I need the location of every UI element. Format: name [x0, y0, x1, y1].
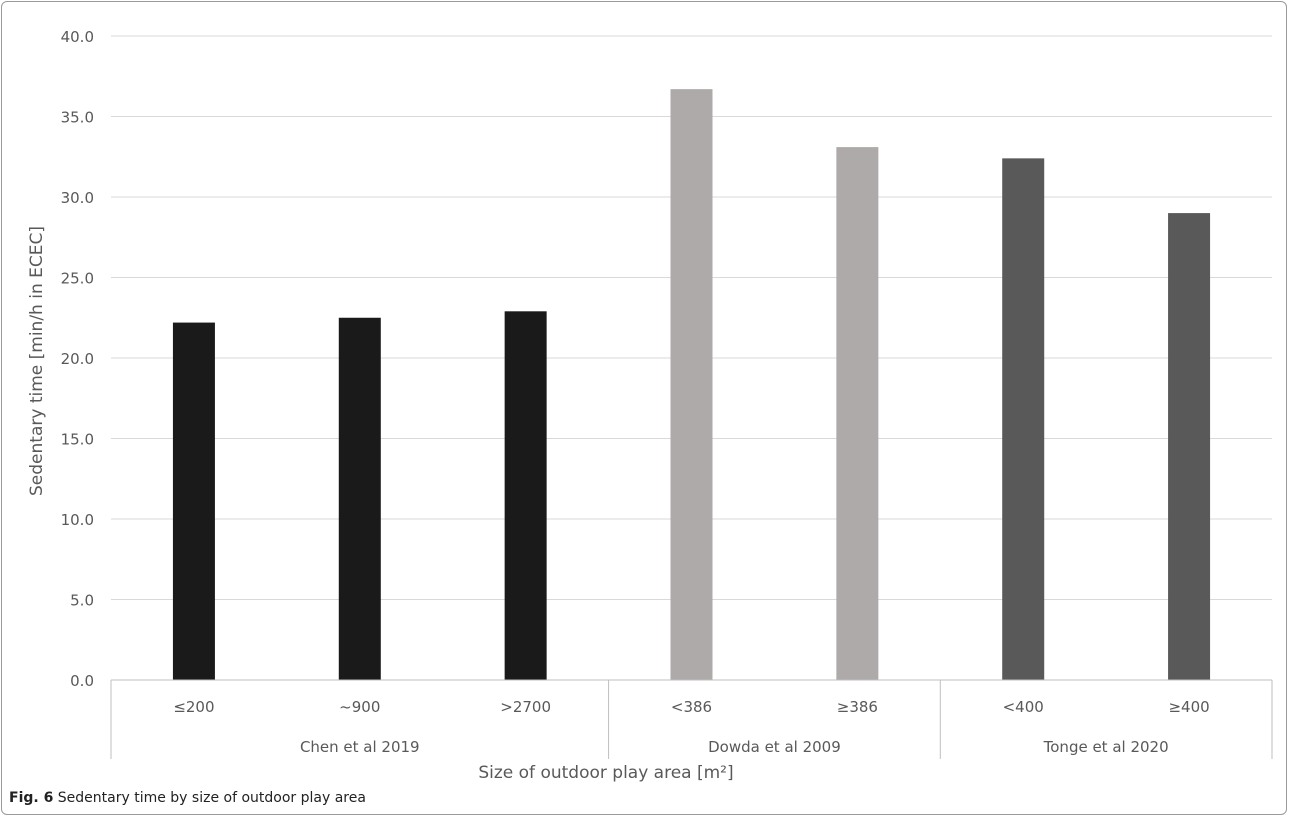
group-label: Chen et al 2019 [300, 738, 420, 756]
y-axis-label: Sedentary time [min/h in ECEC] [27, 226, 47, 496]
bar [504, 311, 547, 680]
y-tick-label: 0.0 [70, 672, 94, 690]
x-tick-label: <400 [1003, 698, 1044, 716]
figure-caption: Fig. 6 Sedentary time by size of outdoor… [9, 790, 366, 806]
y-tick-label: 5.0 [70, 592, 94, 610]
x-tick-label: ≥386 [837, 698, 878, 716]
y-tick-label: 15.0 [61, 431, 94, 449]
x-tick-label: <386 [671, 698, 712, 716]
y-tick-label: 30.0 [61, 189, 94, 207]
y-tick-label: 35.0 [61, 109, 94, 127]
y-tick-label: 40.0 [61, 28, 94, 46]
bar [172, 322, 215, 680]
x-axis-label: Size of outdoor play area [m²] [478, 763, 733, 783]
y-tick-label: 25.0 [61, 270, 94, 288]
bar [836, 147, 879, 681]
caption-label: Fig. 6 [9, 790, 54, 806]
y-tick-label: 20.0 [61, 350, 94, 368]
group-label: Dowda et al 2009 [708, 738, 841, 756]
y-axis-tick-labels: 0.0 5.0 10.0 15.0 20.0 25.0 30.0 35.0 40.0 [61, 28, 94, 690]
x-tick-label: ≥400 [1168, 698, 1209, 716]
caption-text: Sedentary time by size of outdoor play a… [57, 790, 366, 806]
x-tick-label: ~900 [339, 698, 380, 716]
group-label: Tonge et al 2020 [1043, 738, 1169, 756]
bar [1168, 213, 1211, 680]
bar [1002, 158, 1045, 681]
bar [670, 89, 713, 680]
y-tick-label: 10.0 [61, 511, 94, 529]
x-axis: ≤200 ~900 >2700 <386 ≥386 <400 ≥400 Chen et al … [110, 679, 1273, 759]
x-tick-label: >2700 [500, 698, 551, 716]
x-tick-label: ≤200 [173, 698, 214, 716]
bars [172, 89, 1211, 681]
bar [338, 317, 381, 680]
